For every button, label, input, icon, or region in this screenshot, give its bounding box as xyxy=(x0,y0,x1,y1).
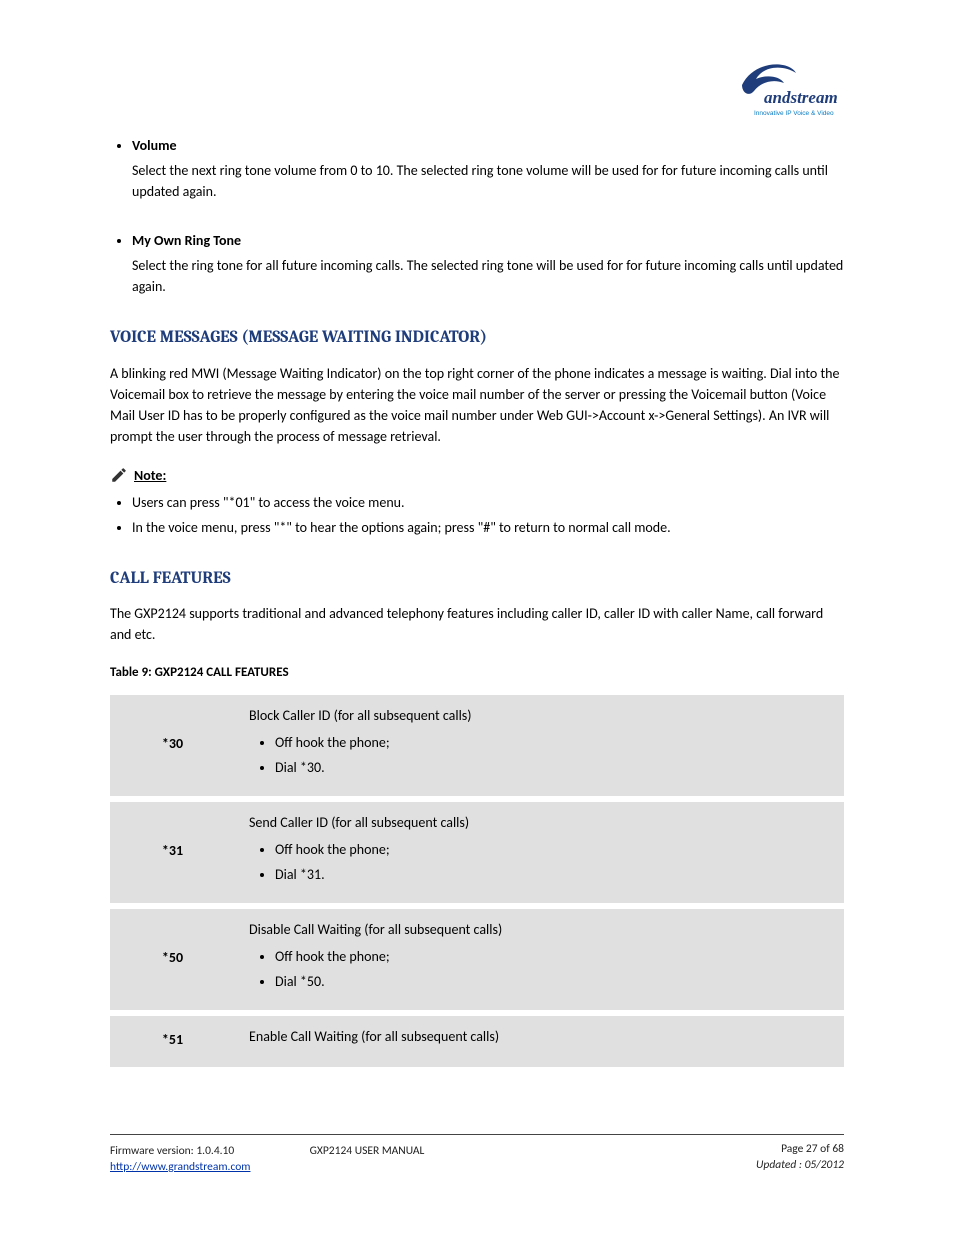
bullet-body: Select the ring tone for all future inco… xyxy=(132,257,843,295)
table-caption: Table 9: GXP2124 CALL FEATURES xyxy=(110,663,844,683)
feature-step: Dial *50. xyxy=(275,971,830,992)
table-row: *30 Block Caller ID (for all subsequent … xyxy=(110,695,844,796)
feature-step: Off hook the phone; xyxy=(275,732,830,753)
feature-title: Send Caller ID (for all subsequent calls… xyxy=(249,812,830,833)
feature-title: Enable Call Waiting (for all subsequent … xyxy=(249,1026,830,1047)
note-item: In the voice menu, press "*" to hear the… xyxy=(132,517,844,538)
bullet-title: Volume xyxy=(132,135,844,156)
feature-desc: Disable Call Waiting (for all subsequent… xyxy=(235,909,844,1010)
logo-brand-text: andstream xyxy=(764,88,838,107)
logo-tagline: Innovative IP Voice & Video xyxy=(754,110,834,117)
note-item: Users can press "*01" to access the voic… xyxy=(132,492,844,513)
top-bullet-volume: Volume Select the next ring tone volume … xyxy=(132,135,844,202)
bullet-body: Select the next ring tone volume from 0 … xyxy=(132,162,828,200)
feature-step: Dial *31. xyxy=(275,864,830,885)
note-list: Users can press "*01" to access the voic… xyxy=(110,492,844,538)
note-label-text: Note: xyxy=(134,465,166,486)
feature-step: Off hook the phone; xyxy=(275,946,830,967)
feature-title: Disable Call Waiting (for all subsequent… xyxy=(249,919,830,940)
feature-desc: Send Caller ID (for all subsequent calls… xyxy=(235,802,844,903)
table-row: *51 Enable Call Waiting (for all subsequ… xyxy=(110,1016,844,1067)
grandstream-logo: andstream Innovative IP Voice & Video xyxy=(734,55,844,120)
feature-desc: Block Caller ID (for all subsequent call… xyxy=(235,695,844,796)
note-block: Note: Users can press "*01" to access th… xyxy=(110,465,844,538)
top-bullet-list: Volume Select the next ring tone volume … xyxy=(110,135,844,297)
heading-voice-messages: VOICE MESSAGES (MESSAGE WAITING INDICATO… xyxy=(110,325,844,351)
footer-link[interactable]: http://www.grandstream.com xyxy=(110,1160,250,1174)
footer-manual: GXP2124 USER MANUAL xyxy=(310,1144,425,1158)
footer-updated-value: 05/2012 xyxy=(805,1158,844,1172)
feature-step: Dial *30. xyxy=(275,757,830,778)
table-row: *50 Disable Call Waiting (for all subseq… xyxy=(110,909,844,1010)
footer-page: Page 27 of 68 xyxy=(756,1141,844,1157)
feature-title: Block Caller ID (for all subsequent call… xyxy=(249,705,830,726)
top-bullet-ringtone: My Own Ring Tone Select the ring tone fo… xyxy=(132,230,844,297)
footer-firmware: Firmware version: 1.0.4.10 xyxy=(110,1144,234,1158)
footer-divider xyxy=(110,1134,844,1135)
feature-desc: Enable Call Waiting (for all subsequent … xyxy=(235,1016,844,1067)
feature-key: *31 xyxy=(110,802,235,903)
feature-key: *50 xyxy=(110,909,235,1010)
feature-step: Off hook the phone; xyxy=(275,839,830,860)
pencil-icon xyxy=(110,466,128,484)
note-label: Note: xyxy=(110,465,844,486)
call-features-intro: The GXP2124 supports traditional and adv… xyxy=(110,603,844,645)
feature-key: *51 xyxy=(110,1016,235,1067)
footer-updated-label: Updated : xyxy=(756,1158,805,1172)
heading-call-features: CALL FEATURES xyxy=(110,566,844,592)
footer-right: Page 27 of 68 Updated : 05/2012 xyxy=(756,1141,844,1173)
call-features-table: *30 Block Caller ID (for all subsequent … xyxy=(110,689,844,1073)
voice-messages-paragraph: A blinking red MWI (Message Waiting Indi… xyxy=(110,363,844,447)
footer-left: Firmware version: 1.0.4.10 GXP2124 USER … xyxy=(110,1143,424,1175)
feature-key: *30 xyxy=(110,695,235,796)
table-row: *31 Send Caller ID (for all subsequent c… xyxy=(110,802,844,903)
bullet-title: My Own Ring Tone xyxy=(132,230,844,251)
